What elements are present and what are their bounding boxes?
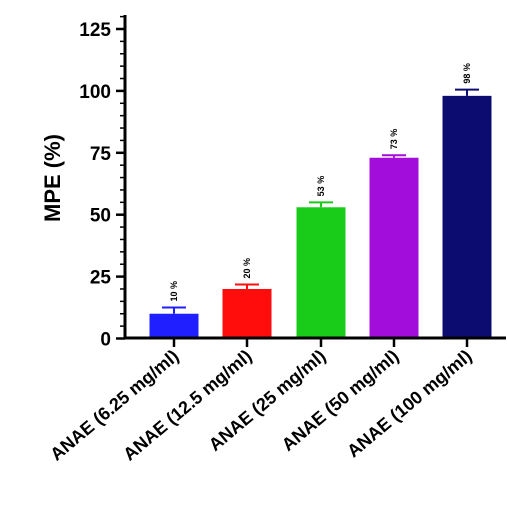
- y-tick-label: 125: [79, 20, 111, 41]
- bar: [222, 288, 272, 339]
- data-label: 73 %: [389, 129, 399, 150]
- y-tick-label: 25: [90, 268, 112, 289]
- x-axis: ANAE (6.25 mg/ml)ANAE (12.5 mg/ml) ANAE (…: [46, 336, 506, 465]
- bar: [369, 157, 419, 339]
- bar: [149, 313, 199, 339]
- data-label: 53 %: [316, 176, 326, 197]
- y-axis-ticks: 0 25 50 75 100 125: [79, 15, 125, 351]
- bars: 10 % 20 % 53 % 73 % 98 %: [149, 63, 492, 339]
- bar: [296, 207, 346, 339]
- x-tick-label: ANAE (100 mg/ml): [343, 346, 475, 462]
- y-axis-title: MPE (%): [40, 134, 65, 222]
- y-tick-label: 0: [100, 330, 111, 351]
- data-label: 20 %: [242, 258, 252, 279]
- data-label: 10 %: [169, 281, 179, 302]
- y-tick-label: 75: [90, 144, 112, 165]
- x-tick-label: ANAE (6.25 mg/ml): [46, 346, 182, 465]
- x-tick-label: ANAE (12.5 mg/ml): [119, 346, 255, 465]
- y-tick-label: 50: [90, 206, 111, 227]
- data-label: 98 %: [462, 63, 472, 84]
- bar: [442, 95, 492, 339]
- y-tick-label: 100: [79, 82, 111, 103]
